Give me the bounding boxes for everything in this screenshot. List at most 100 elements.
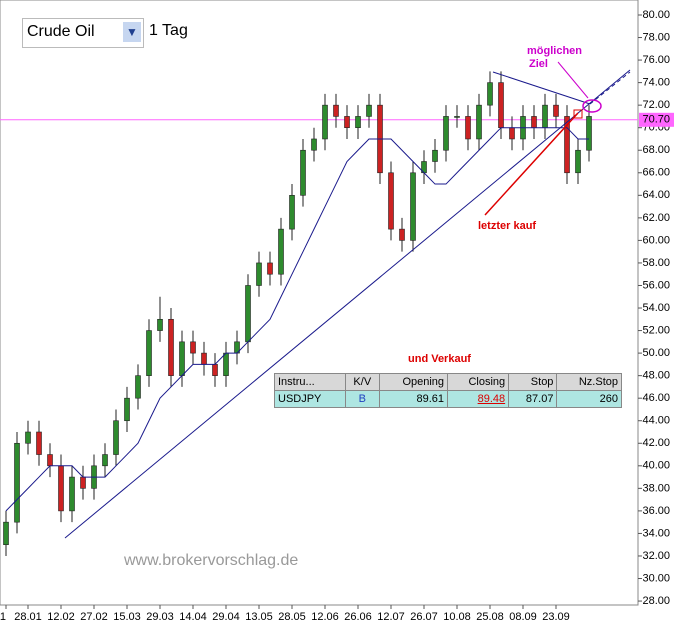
target-circle (582, 99, 602, 113)
x-tick-label: 23.09 (542, 611, 570, 623)
period[interactable]: 1 Tag (149, 22, 188, 39)
candle-body (355, 116, 361, 128)
support-line (64, 69, 631, 539)
table-cell: 87.07 (508, 390, 558, 408)
candle-body (344, 116, 350, 128)
table-cell: USDJPY (274, 390, 346, 408)
y-tick-label: 28.00 (642, 595, 670, 607)
reference-label-box (639, 112, 674, 127)
annotation: Ziel (529, 58, 548, 70)
x-tick-label: 29.03 (146, 611, 174, 623)
candle-body (531, 116, 537, 128)
y-tick-label: 78.00 (642, 31, 670, 43)
x-tick-label: 26.07 (410, 611, 438, 623)
candle-body (146, 330, 152, 376)
dropdown-arrow[interactable]: ▼ (123, 22, 141, 42)
candle-body (124, 397, 130, 422)
y-tick-label: 42.00 (642, 437, 670, 449)
y-tick-label: 74.00 (642, 77, 670, 89)
candle-body (388, 172, 394, 230)
candle-body (454, 116, 460, 118)
table-cell: 260 (556, 390, 622, 408)
candle-body (201, 352, 207, 365)
annotation: letzter kauf (478, 220, 536, 232)
y-tick-label: 48.00 (642, 370, 670, 382)
x-tick-label: 14.04 (179, 611, 207, 623)
symbol-dropdown[interactable]: Crude Oil ▼ (22, 18, 144, 48)
candle-body (366, 104, 372, 117)
y-tick-label: 64.00 (642, 189, 670, 201)
x-tick-label: 29.04 (212, 611, 240, 623)
y-tick-label: 58.00 (642, 257, 670, 269)
candle-body (300, 149, 306, 196)
y-tick-label: 36.00 (642, 505, 670, 517)
candle-body (245, 285, 251, 343)
y-tick-label: 72.00 (642, 99, 670, 111)
candle-body (509, 127, 515, 140)
x-tick-label: 12.07 (377, 611, 405, 623)
table-cell[interactable]: Closing (447, 373, 510, 391)
plot-frame (0, 0, 639, 606)
candle-body (80, 476, 86, 489)
candle-body (564, 116, 570, 174)
candle-body (333, 104, 339, 117)
x-tick-label: 13.05 (245, 611, 273, 623)
candle-body (47, 454, 53, 467)
y-tick-label: 46.00 (642, 392, 670, 404)
table-cell: 89.61 (379, 390, 449, 408)
y-tick-label: 44.00 (642, 415, 670, 427)
resistance-line (492, 71, 591, 105)
x-tick-label: 10.08 (443, 611, 471, 623)
candle-body (476, 104, 482, 140)
y-tick-label: 34.00 (642, 527, 670, 539)
arrow (557, 61, 589, 99)
candle-body (443, 116, 449, 151)
x-tick-label: 12.06 (311, 611, 339, 623)
table-row: Instru... K/V Opening Closing Stop Nz.Stop (274, 373, 622, 391)
symbol: Crude Oil (27, 23, 95, 40)
candle-body (542, 104, 548, 128)
annotation: möglichen (527, 45, 582, 57)
x-tick-label: 15.03 (113, 611, 141, 623)
table-cell[interactable]: Instru... (274, 373, 346, 391)
candle-body (575, 149, 581, 174)
candle-body (322, 104, 328, 140)
watermark: www.brokervorschlag.de (123, 552, 298, 569)
x-tick-label: 28.05 (278, 611, 306, 623)
table-cell[interactable]: Stop (508, 373, 558, 391)
y-tick-label: 30.00 (642, 572, 670, 584)
candle-body (113, 420, 119, 455)
candle-body (289, 195, 295, 230)
y-tick-label: 52.00 (642, 324, 670, 336)
candle-body (3, 521, 9, 546)
y-tick-label: 68.00 (642, 144, 670, 156)
candle-body (278, 228, 284, 275)
candle-body (498, 82, 504, 128)
table-cell[interactable]: Nz.Stop (556, 373, 622, 391)
y-tick-label: 60.00 (642, 234, 670, 246)
y-tick-label: 62.00 (642, 212, 670, 224)
candle-body (25, 431, 31, 444)
y-tick-label: 40.00 (642, 460, 670, 472)
x-tick-label: 27.02 (80, 611, 108, 623)
candle-body (58, 465, 64, 512)
candle-body (190, 341, 196, 354)
y-tick-label: 80.00 (642, 9, 670, 21)
extension-line (589, 71, 631, 105)
candle-body (487, 82, 493, 106)
candle-body (14, 442, 20, 523)
candle-body (267, 262, 273, 275)
y-tick-label: 56.00 (642, 279, 670, 291)
y-tick-label: 32.00 (642, 550, 670, 562)
x-tick-label: 08.09 (509, 611, 537, 623)
candle-body (432, 149, 438, 162)
candle-body (69, 476, 75, 512)
candle-body (586, 116, 592, 151)
table-cell: B (344, 390, 381, 408)
moving-average (5, 127, 589, 512)
table-cell[interactable]: K/V (344, 373, 381, 391)
table-cell[interactable]: Opening (379, 373, 449, 391)
candle-body (399, 228, 405, 241)
candle-body (553, 104, 559, 117)
